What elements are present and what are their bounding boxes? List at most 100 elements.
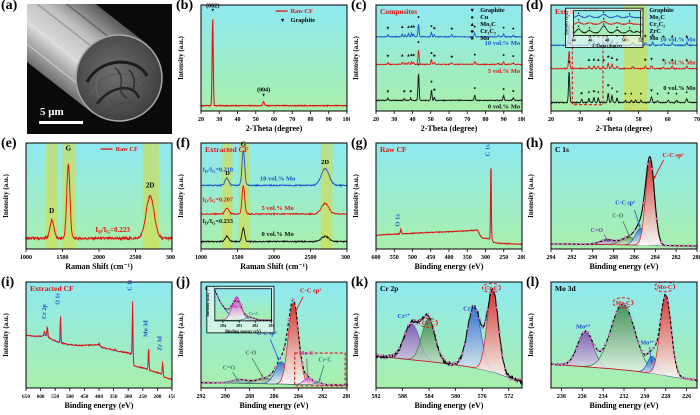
svg-text:Mo-C: Mo-C: [615, 301, 630, 307]
svg-text:Binding energy (eV): Binding energy (eV): [225, 328, 262, 333]
svg-text:▲: ▲: [406, 52, 410, 57]
svg-text:1500: 1500: [57, 255, 69, 261]
svg-text:Extracted CF: Extracted CF: [205, 145, 249, 154]
panel-tag-g: (g): [351, 136, 368, 151]
panel-tag-i: (i): [1, 275, 15, 290]
svg-text:100: 100: [518, 117, 526, 123]
svg-text:280: 280: [693, 255, 700, 261]
svg-text:O 1s: O 1s: [394, 214, 401, 227]
svg-text:Intensity (a.u.): Intensity (a.u.): [352, 35, 360, 79]
svg-text:450: 450: [80, 394, 88, 400]
svg-text:ID/IG=0.223: ID/IG=0.223: [95, 226, 130, 235]
svg-text:5 vol.% Mo: 5 vol.% Mo: [663, 59, 695, 66]
svg-text:294: 294: [547, 255, 556, 261]
svg-text:▲: ▲: [577, 18, 580, 22]
svg-text:♣: ♣: [592, 88, 595, 93]
svg-text:▼: ▼: [280, 18, 285, 24]
svg-text:290: 290: [588, 255, 597, 261]
panel-tag-e: (e): [1, 136, 17, 151]
panel-tag-c: (c): [351, 0, 367, 13]
svg-text:♦: ♦: [675, 91, 678, 96]
svg-text:3000: 3000: [166, 255, 175, 261]
svg-text:Intensity (a.u.): Intensity (a.u.): [177, 312, 185, 356]
svg-text:Mo 3d: Mo 3d: [555, 284, 576, 293]
svg-text:▲: ▲: [592, 57, 596, 62]
svg-text:▼: ▼: [386, 89, 390, 94]
svg-text:★: ★: [643, 57, 648, 62]
svg-text:●: ●: [512, 53, 515, 58]
svg-text:90: 90: [501, 117, 507, 123]
svg-text:Binding energy (eV): Binding energy (eV): [240, 401, 309, 410]
panel-tag-b: (b): [176, 0, 194, 13]
svg-text:★: ★: [412, 52, 417, 57]
svg-text:▲: ▲: [596, 57, 600, 62]
svg-text:C-C sp³: C-C sp³: [615, 200, 635, 206]
svg-text:286: 286: [270, 394, 279, 400]
svg-text:350: 350: [463, 255, 472, 261]
svg-text:▲: ▲: [615, 25, 618, 29]
svg-text:Cr³⁺: Cr³⁺: [397, 313, 410, 320]
svg-text:C 1s: C 1s: [485, 144, 492, 157]
svg-text:Zr 3d: Zr 3d: [157, 336, 163, 351]
svg-text:▲: ▲: [409, 52, 413, 57]
svg-text:650: 650: [22, 394, 30, 400]
svg-text:200: 200: [518, 255, 526, 261]
svg-text:50: 50: [428, 117, 434, 123]
svg-text:46: 46: [588, 37, 592, 42]
panel-b: (b) ▼ ▼ (002) (004) Raw CF ▼ Graphite 20 30 40 50 6…: [175, 0, 350, 138]
svg-text:♦: ♦: [616, 89, 619, 94]
svg-text:●: ●: [430, 50, 433, 55]
svg-text:50: 50: [253, 117, 259, 123]
svg-text:50: 50: [622, 37, 626, 42]
svg-text:288: 288: [609, 255, 618, 261]
svg-text:Cr₃C₂: Cr₃C₂: [480, 28, 496, 35]
svg-text:ID/IG=0.233: ID/IG=0.233: [202, 218, 232, 225]
svg-text:♣: ♣: [433, 87, 436, 92]
svg-text:G: G: [241, 141, 247, 149]
svg-text:▲: ▲: [400, 52, 404, 57]
svg-text:292: 292: [567, 255, 576, 261]
panel-k: (k) Cr³⁺ Cr-C Cr³⁺ Cr-C Cr 2p 592 588 584 580 576…: [350, 275, 525, 415]
svg-text:▼: ▼: [386, 53, 390, 58]
xps-mo3d-chart: Mo⁶⁺ Mo-C Mo⁴⁺ Mo-C Mo 3d 238 236 234 232 230 228 2…: [527, 281, 699, 410]
svg-text:●: ●: [417, 14, 420, 19]
svg-text:2D: 2D: [321, 159, 329, 166]
svg-text:Graphite: Graphite: [291, 17, 316, 24]
svg-text:284: 284: [294, 394, 303, 400]
svg-text:2500: 2500: [130, 255, 142, 261]
svg-text:●: ●: [512, 26, 515, 31]
svg-text:400: 400: [445, 255, 454, 261]
svg-text:5 vol.% Mo: 5 vol.% Mo: [261, 205, 293, 212]
svg-text:C-O: C-O: [612, 214, 623, 220]
svg-text:C=O: C=O: [223, 365, 236, 371]
svg-text:48: 48: [605, 37, 609, 42]
svg-text:▼: ▼: [386, 25, 390, 30]
svg-text:Mo⁶⁺: Mo⁶⁺: [576, 324, 591, 331]
svg-text:♣: ♣: [433, 53, 436, 58]
svg-text:600: 600: [37, 394, 45, 400]
svg-text:♦: ♦: [597, 90, 600, 95]
svg-text:♦: ♦: [667, 91, 670, 96]
svg-text:O 1s: O 1s: [55, 293, 61, 305]
svg-text:40: 40: [235, 117, 241, 123]
svg-text:♦: ♦: [656, 91, 659, 96]
svg-text:60: 60: [665, 117, 671, 123]
svg-text:400: 400: [95, 394, 103, 400]
svg-text:90: 90: [326, 117, 332, 123]
svg-text:▲: ▲: [577, 11, 580, 15]
svg-text:★: ★: [661, 34, 666, 39]
svg-text:230: 230: [640, 394, 649, 400]
svg-text:C 1s: C 1s: [555, 145, 569, 154]
panel-tag-k: (k): [351, 275, 369, 290]
svg-text:600: 600: [372, 255, 381, 261]
svg-text:1500: 1500: [232, 255, 244, 261]
svg-text:Cr₃C₂: Cr₃C₂: [649, 21, 665, 28]
svg-text:281: 281: [269, 323, 275, 328]
svg-text:Intensity (a.u.): Intensity (a.u.): [527, 35, 535, 79]
svg-text:●: ●: [512, 88, 515, 93]
xrd-composites-chart: ▼ ♣ ♣●●♣ ● ● ●▼ ▲ ▲▲★●●♣ ★ ● ● ●▼ ▲ ▲▲★●● ♣ ★ ● ● ●10 vol.…: [352, 4, 526, 133]
raman-raw-cf-chart: D G 2D ID/IG=0.223 Raw CF 1000 1500 2000 2500 300…: [2, 142, 175, 271]
svg-text:▲: ▲: [409, 23, 413, 28]
svg-text:500: 500: [66, 394, 74, 400]
